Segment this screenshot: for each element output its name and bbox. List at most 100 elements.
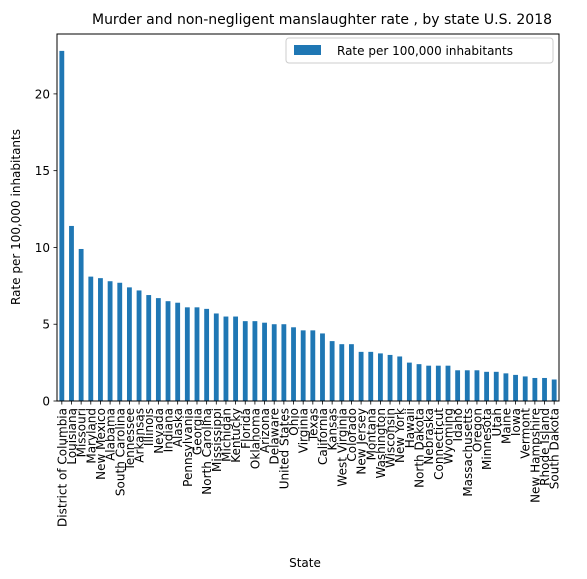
x-tick-label: Colorado [345, 408, 359, 462]
bar [194, 307, 200, 401]
bar [426, 365, 432, 401]
x-tick-label: New Jersey [355, 408, 369, 475]
x-tick-label: Tennessee [123, 408, 137, 472]
bar [136, 290, 142, 401]
x-tick-label: New Mexico [94, 408, 108, 480]
y-tick-label: 0 [42, 395, 50, 409]
bar [213, 313, 219, 401]
x-tick-label: Alaska [171, 408, 185, 447]
bar [522, 376, 528, 401]
x-tick-label: Nebraska [422, 408, 436, 465]
bar [184, 307, 190, 401]
x-tick-label: Florida [239, 408, 253, 449]
bar [320, 333, 325, 401]
bar [397, 356, 403, 401]
x-tick-label: Oklahoma [248, 408, 262, 469]
x-tick-label: North Carolina [200, 408, 214, 495]
bar [513, 374, 518, 401]
bar [377, 353, 383, 401]
x-tick-label: North Dakota [413, 408, 427, 488]
x-tick-label: Wisconsin [384, 408, 398, 468]
x-tick-label: Montana [364, 408, 378, 460]
y-tick-label: 15 [35, 164, 50, 178]
bar [445, 365, 451, 401]
bar [503, 373, 509, 401]
bar [69, 225, 74, 401]
y-tick-label: 5 [42, 318, 50, 332]
x-tick-label: Illinois [142, 408, 156, 446]
bar [416, 364, 422, 401]
bar [493, 371, 499, 401]
bar [358, 351, 364, 401]
x-tick-label: California [316, 408, 330, 465]
bar [455, 370, 461, 401]
x-tick-label: Michigan [219, 408, 233, 462]
bar [262, 322, 267, 401]
bar [368, 351, 374, 401]
legend-swatch [294, 45, 321, 55]
x-tick-label: Maryland [84, 408, 98, 464]
legend-frame [285, 37, 554, 64]
x-axis: District of ColumbiaLouisianaMissouriMar… [55, 401, 562, 527]
legend: Rate per 100,000 inhabitants [285, 37, 554, 64]
x-tick-label: Kansas [326, 408, 340, 450]
x-tick-label: Iowa [509, 408, 523, 436]
x-tick-label: South Carolina [113, 408, 127, 496]
x-tick-label: Maine [499, 408, 513, 444]
bar [339, 344, 345, 401]
bar [98, 278, 103, 401]
bar [117, 282, 123, 401]
bar [271, 324, 277, 401]
bar [146, 295, 152, 401]
bar [310, 330, 316, 401]
bar [126, 287, 132, 401]
y-axis-label: Rate per 100,000 inhabitants [9, 129, 23, 305]
x-tick-label: Rhode Island [538, 408, 552, 486]
bar [464, 370, 470, 401]
bar [78, 248, 84, 401]
x-tick-label: Virginia [297, 408, 311, 453]
y-tick-label: 20 [35, 87, 50, 101]
x-tick-label: Utah [490, 408, 504, 436]
x-tick-label: Louisiana [65, 408, 79, 465]
bar [59, 50, 65, 401]
bars-layer [59, 50, 557, 401]
x-tick-label: Delaware [268, 408, 282, 465]
bar [435, 365, 441, 401]
bar [155, 298, 161, 401]
x-tick-label: Oregon [470, 408, 484, 452]
bar [233, 316, 239, 401]
bar [551, 379, 557, 401]
x-tick-label: Idaho [451, 408, 465, 441]
plot-frame [56, 33, 560, 402]
x-tick-label: Alabama [104, 408, 118, 461]
bar [532, 377, 538, 401]
x-tick-label: Connecticut [432, 408, 446, 480]
bar [291, 327, 296, 401]
x-tick-label: District of Columbia [55, 408, 69, 527]
y-tick-label: 10 [35, 241, 50, 255]
x-tick-label: Indiana [162, 408, 176, 452]
x-tick-label: New York [393, 408, 407, 463]
x-axis-label: State [289, 556, 321, 570]
bar [406, 362, 412, 401]
bar [281, 324, 287, 401]
x-tick-label: Arizona [258, 408, 272, 453]
x-tick-label: West Virginia [335, 408, 349, 487]
x-tick-label: United States [277, 408, 291, 489]
x-tick-label: Washington [374, 408, 388, 479]
x-tick-label: Kentucky [229, 408, 243, 463]
bar [242, 321, 248, 401]
chart-title: Murder and non-negligent manslaughter ra… [92, 12, 552, 28]
bar [88, 276, 94, 401]
x-tick-label: South Dakota [548, 408, 562, 489]
x-tick-label: Texas [306, 408, 320, 442]
bar [300, 330, 306, 401]
bar [165, 301, 171, 401]
x-tick-label: Hawaii [403, 408, 417, 448]
bar [252, 321, 258, 401]
bar [474, 370, 480, 401]
x-tick-label: Pennsylvania [181, 408, 195, 487]
bar [349, 344, 354, 401]
